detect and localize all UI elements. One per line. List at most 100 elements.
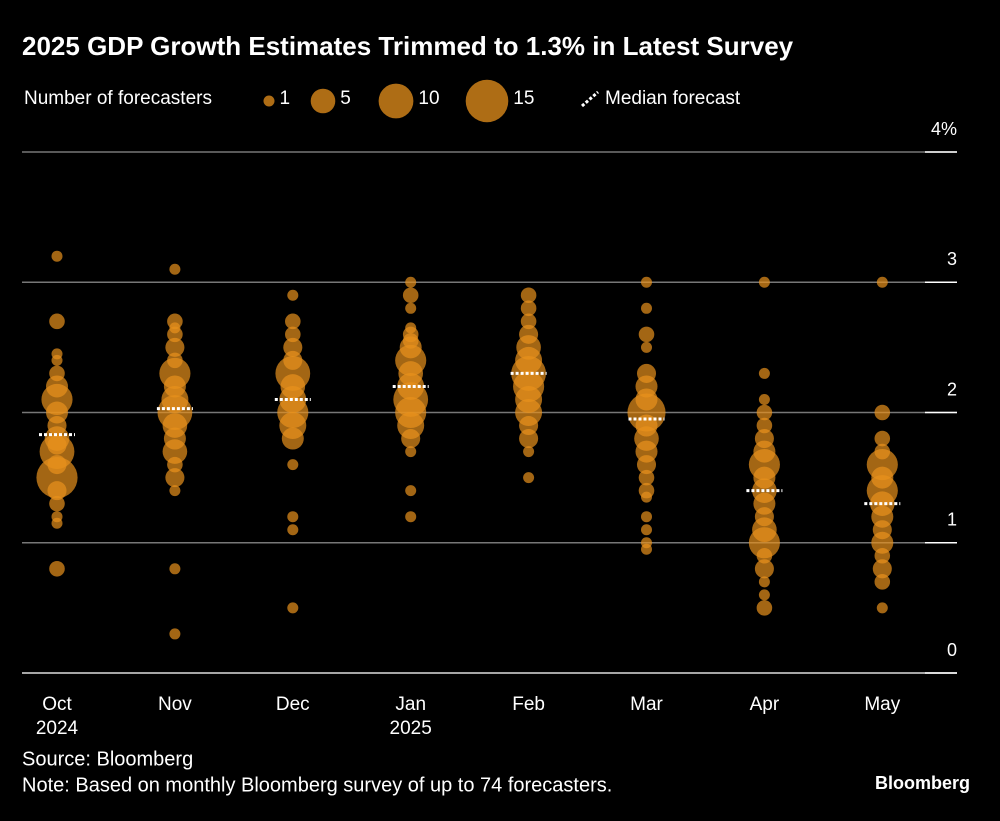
bubble <box>523 446 535 458</box>
bubble <box>47 481 67 501</box>
y-tick-label: 2 <box>947 379 957 399</box>
bubble <box>519 415 539 436</box>
bubble <box>402 287 419 304</box>
bubble <box>287 289 299 301</box>
x-tick-label: Apr <box>750 694 780 715</box>
bubble <box>758 589 770 601</box>
bubble <box>283 337 303 357</box>
bubble <box>285 326 301 343</box>
bubble <box>756 417 773 434</box>
bubble <box>756 547 773 564</box>
bubble <box>756 600 773 616</box>
note: Note: Based on monthly Bloomberg survey … <box>22 774 612 796</box>
bubble <box>287 524 299 536</box>
x-tick-label: Nov <box>158 694 192 715</box>
bubble <box>36 457 78 499</box>
size-legend-value: 10 <box>418 88 439 109</box>
bubble <box>49 495 65 512</box>
bubble <box>165 337 185 357</box>
size-legend-value: 5 <box>340 88 351 109</box>
bubble <box>641 511 652 523</box>
x-tick-label-line: 2024 <box>36 718 79 739</box>
bubble <box>874 430 891 447</box>
x-tick-label: Dec <box>276 694 310 715</box>
bubble <box>51 250 63 262</box>
bubble <box>641 491 652 503</box>
y-tick-label: 1 <box>947 510 957 530</box>
bubble <box>748 527 780 559</box>
bubble <box>287 511 299 523</box>
chart-title: 2025 GDP Growth Estimates Trimmed to 1.3… <box>22 31 794 61</box>
bubble <box>523 472 535 484</box>
x-tick-label-line: Jan <box>395 694 426 715</box>
bubble <box>641 543 652 555</box>
bubble <box>519 429 539 449</box>
bubble <box>874 574 891 590</box>
bubble <box>51 354 63 366</box>
bubble <box>51 517 63 529</box>
bubble <box>756 404 773 421</box>
bubble <box>758 393 770 405</box>
x-tick-label-line: Feb <box>512 694 545 715</box>
source: Source: Bloomberg <box>22 748 193 770</box>
bubble <box>49 313 65 330</box>
bubble <box>167 326 183 343</box>
x-tick-label: Oct 2024 <box>36 694 79 739</box>
bubble <box>169 563 181 575</box>
y-tick-label: 0 <box>947 640 957 660</box>
size-legend-bubble <box>378 83 414 119</box>
bubble <box>641 276 652 288</box>
x-tick-label-line: Dec <box>276 694 310 715</box>
size-legend-bubble <box>465 79 509 123</box>
bubble <box>401 429 421 449</box>
bubble <box>874 547 891 564</box>
bubble <box>641 524 652 536</box>
bubble <box>758 367 770 379</box>
x-tick-label: Feb <box>512 694 545 715</box>
bubble <box>874 404 891 421</box>
bubble <box>520 287 537 304</box>
brand: Bloomberg <box>875 773 970 793</box>
x-tick-label-line: Oct <box>42 694 72 715</box>
bubble <box>638 469 655 486</box>
bubble <box>405 302 417 314</box>
bubble <box>287 459 299 471</box>
bubble <box>405 276 417 288</box>
bubble <box>167 456 183 473</box>
bubble <box>169 263 181 275</box>
bubble <box>287 602 299 614</box>
median-legend-swatch <box>581 90 599 108</box>
bubble <box>758 576 770 588</box>
size-legend-bubble <box>310 88 336 114</box>
bubble <box>281 427 304 450</box>
x-tick-label-line: Mar <box>630 694 663 715</box>
size-legend-label: Number of forecasters <box>24 88 212 109</box>
bubble <box>520 300 537 317</box>
bubble <box>165 468 185 488</box>
size-legend-value: 1 <box>280 88 291 109</box>
y-tick-label: 4% <box>931 119 957 139</box>
x-tick-label-line: 2025 <box>390 718 432 739</box>
x-tick-label-line: Nov <box>158 694 192 715</box>
median-legend-label: Median forecast <box>605 88 741 109</box>
bubble <box>641 302 652 314</box>
x-tick-label-line: Apr <box>750 694 780 715</box>
bubble <box>169 485 181 497</box>
bubble <box>636 455 657 475</box>
bubble <box>169 628 181 640</box>
bubble <box>876 276 888 288</box>
x-tick-label: Mar <box>630 694 663 715</box>
x-tick-label: May <box>864 694 900 715</box>
bubble <box>638 326 655 343</box>
bubble <box>871 531 894 554</box>
bubble <box>162 439 188 464</box>
bubble <box>641 341 652 353</box>
bubble <box>758 276 770 288</box>
size-legend-value: 15 <box>513 88 534 109</box>
bubble <box>872 559 892 579</box>
x-tick-label-line: May <box>864 694 900 715</box>
bubble <box>405 511 417 523</box>
bubble <box>49 561 65 577</box>
bubble <box>754 559 774 579</box>
